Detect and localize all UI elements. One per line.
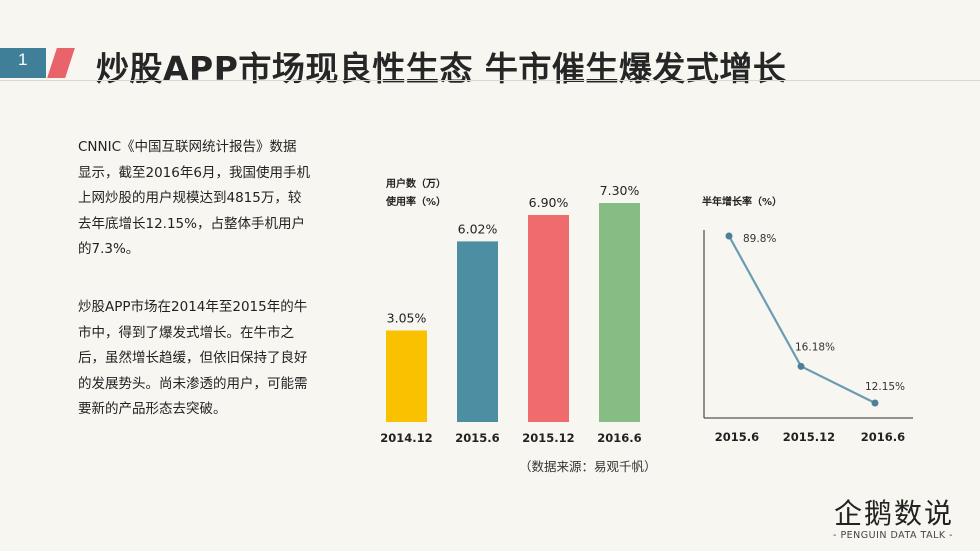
header-divider xyxy=(0,80,980,81)
section-number-badge xyxy=(0,48,46,78)
bar xyxy=(528,215,569,422)
section-number: 1 xyxy=(18,50,28,69)
data-point xyxy=(871,399,879,407)
x-tick-label: 2016.6 xyxy=(597,431,641,445)
decorative-slash xyxy=(47,48,75,78)
page-title: 炒股APP市场现良性生态 牛市催生爆发式增长 xyxy=(96,49,787,88)
data-label: 12.15% xyxy=(865,381,905,393)
page-header: 1 炒股APP市场现良性生态 牛市催生爆发式增长 xyxy=(0,42,980,88)
x-tick-label: 2014.12 xyxy=(380,431,432,445)
line-chart: 半年增长率（%） 89.8% 2015.6 16.18% 2015.12 12.15% 20… xyxy=(702,195,913,444)
data-point xyxy=(725,232,733,240)
legend-label: 用户数（万） xyxy=(385,177,446,190)
series-line xyxy=(728,235,876,404)
x-tick-label: 2015.6 xyxy=(455,431,499,445)
description-paragraph-1: CNNIC《中国互联网统计报告》数据显示，截至2016年6月，我国使用手机上网炒… xyxy=(78,139,310,257)
x-tick-label: 2015.12 xyxy=(783,430,835,444)
bar-chart: 用户数（万） 使用率（%） 3.05% 2014.12 6.02% 2015.6 6.90%… xyxy=(380,177,641,445)
data-label: 7.30% xyxy=(600,183,640,198)
data-label: 89.8% xyxy=(743,233,776,245)
data-label: 16.18% xyxy=(795,341,835,353)
data-source: （数据来源：易观千帆） xyxy=(519,459,657,474)
brand-tagline: - PENGUIN DATA TALK - xyxy=(833,530,954,541)
x-tick-label: 2015.12 xyxy=(522,431,574,445)
x-tick-label: 2016.6 xyxy=(861,430,905,444)
data-label: 6.90% xyxy=(529,195,569,210)
x-tick-label: 2015.6 xyxy=(715,430,759,444)
chart-title: 半年增长率（%） xyxy=(702,195,782,208)
brand-name: 企鹅数说 xyxy=(834,497,955,530)
legend-label: 使用率（%） xyxy=(385,195,446,208)
bar xyxy=(599,203,640,422)
data-point xyxy=(797,362,805,370)
data-label: 6.02% xyxy=(458,221,498,236)
description-paragraph-2: 炒股APP市场在2014年至2015年的牛市中，得到了爆发式增长。在牛市之后，虽… xyxy=(78,299,308,417)
bar xyxy=(457,241,498,422)
data-label: 3.05% xyxy=(387,311,427,326)
brand-logo: 企鹅数说 xyxy=(834,492,954,532)
bar xyxy=(386,330,427,422)
